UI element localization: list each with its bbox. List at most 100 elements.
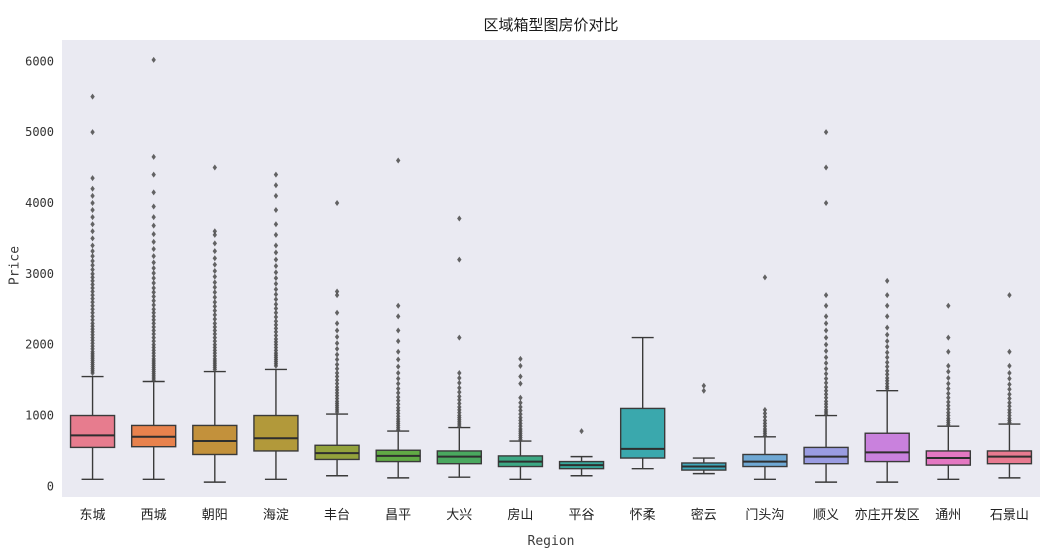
outlier-point (90, 306, 95, 313)
outlier-point (762, 413, 768, 420)
outlier-point (90, 235, 95, 242)
outlier-point (823, 199, 829, 206)
outlier-point (273, 263, 279, 270)
outlier-point (946, 399, 951, 406)
outlier-point (457, 384, 462, 391)
outlier-point (823, 387, 829, 394)
outlier-point (395, 363, 401, 370)
outlier-point (212, 284, 218, 291)
outlier-point (334, 327, 340, 334)
outlier-point (946, 334, 951, 341)
outlier-point (823, 334, 829, 341)
outlier-point (334, 288, 340, 295)
outlier-point (151, 341, 156, 348)
outlier-point (212, 316, 218, 323)
outlier-point (395, 404, 401, 411)
outlier-point (334, 351, 340, 358)
outlier-point (151, 222, 156, 229)
outlier-point (518, 407, 523, 414)
outlier-point (457, 256, 462, 263)
outlier-point (273, 256, 279, 263)
outlier-point (334, 380, 340, 387)
outlier-point (212, 294, 218, 301)
outlier-point (823, 365, 829, 372)
outlier-point (212, 320, 218, 327)
outlier-point (823, 379, 829, 386)
box (69, 414, 116, 449)
outlier-point (518, 394, 523, 401)
outlier-point (334, 309, 340, 316)
x-category-label: 西城 (141, 508, 167, 523)
outlier-point (273, 182, 279, 189)
outlier-point (151, 246, 156, 253)
outlier-point (334, 345, 340, 352)
outlier-point (273, 314, 279, 321)
outlier-point (212, 248, 218, 255)
outlier-point (457, 379, 462, 386)
outlier-point (273, 328, 279, 335)
x-category-label: 顺义 (813, 508, 839, 523)
outlier-point (151, 297, 156, 304)
x-category-label: 怀柔 (630, 508, 656, 523)
box (864, 432, 910, 463)
outlier-point (946, 385, 951, 392)
outlier-point (212, 338, 218, 345)
outlier-point (151, 293, 156, 300)
outlier-point (90, 288, 95, 295)
outlier-point (518, 414, 523, 421)
outlier-point (273, 269, 279, 276)
outlier-point (1007, 403, 1012, 410)
outlier-point (457, 215, 462, 222)
x-category-label: 石景山 (990, 508, 1029, 523)
outlier-point (823, 394, 829, 401)
outlier-point (334, 361, 340, 368)
outlier-point (90, 270, 95, 277)
outlier-point (90, 221, 95, 228)
outlier-point (762, 417, 768, 424)
outlier-point (884, 292, 890, 299)
outlier-point (823, 327, 829, 334)
x-category-label: 亦庄开发区 (855, 507, 920, 523)
outlier-point (334, 370, 340, 377)
outlier-point (151, 265, 156, 272)
outlier-point (273, 325, 279, 332)
outlier-point (334, 340, 340, 347)
outlier-point (884, 371, 890, 378)
box (192, 424, 238, 456)
outlier-point (212, 240, 218, 247)
outlier-point (946, 374, 951, 381)
outlier-point (90, 129, 95, 136)
outlier-point (90, 214, 95, 221)
x-category-label: 东城 (80, 508, 106, 523)
outlier-point (151, 56, 156, 63)
outlier-point (884, 302, 890, 309)
outlier-point (762, 274, 768, 281)
outlier-point (273, 242, 279, 249)
outlier-point (518, 404, 523, 411)
outlier-point (151, 327, 156, 334)
outlier-point (823, 164, 829, 171)
outlier-point (1007, 386, 1012, 393)
outlier-point (884, 338, 890, 345)
y-tick-label: 2000 (25, 338, 54, 352)
outlier-point (946, 406, 951, 413)
outlier-point (1007, 406, 1012, 413)
outlier-point (273, 286, 279, 293)
outlier-point (395, 375, 401, 382)
outlier-point (212, 273, 218, 280)
outlier-point (90, 295, 95, 302)
outlier-point (946, 362, 951, 369)
outlier-point (395, 389, 401, 396)
outlier-point (273, 207, 279, 214)
outlier-point (90, 228, 95, 235)
outlier-point (273, 291, 279, 298)
outlier-point (518, 362, 523, 369)
outlier-point (457, 396, 462, 403)
outlier-point (212, 289, 218, 296)
outlier-point (823, 313, 829, 320)
outlier-point (334, 377, 340, 384)
outlier-point (212, 334, 218, 341)
box (803, 446, 849, 465)
outlier-point (334, 384, 340, 391)
outlier-point (90, 199, 95, 206)
